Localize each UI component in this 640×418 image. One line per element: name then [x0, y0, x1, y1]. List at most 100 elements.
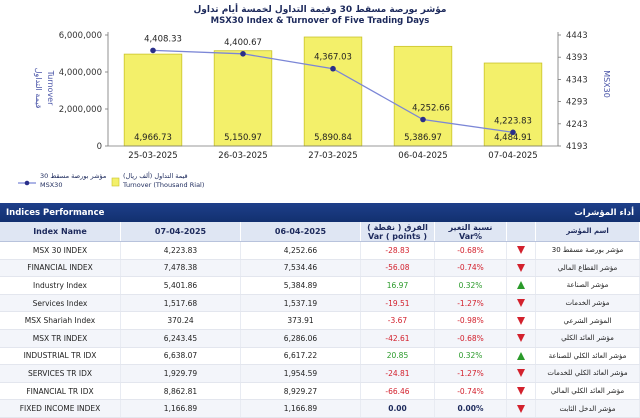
table-row: INDUSTRIAL TR IDX 6,638.07 6,617.22 20.85 0.…: [0, 347, 640, 366]
cell-index-name-ar: مؤشر بورصة مسقط 30: [536, 242, 640, 259]
x-tick-label: 06-04-2025: [398, 151, 447, 161]
cell-var-points: -19.51: [361, 294, 435, 312]
col-var-points: الفرق ( نقطة ) Var ( points ): [361, 222, 435, 241]
cell-var-pct: 0.00%: [435, 400, 507, 417]
cell-var-pct: -1.27%: [435, 294, 507, 312]
table-row: Industry Index 5,401.86 5,384.89 16.97 0.32%…: [0, 277, 640, 295]
line-value-label: 4,367.03: [314, 53, 352, 63]
arrow-up-icon: [517, 351, 525, 360]
line-point: [510, 129, 516, 136]
cell-index-name: Services Index: [0, 294, 121, 312]
cell-var-points: -24.81: [361, 365, 435, 382]
table-body: MSX 30 INDEX 4,223.83 4,252.66 -28.83 -0.68%…: [0, 242, 640, 418]
arrow-down-icon: [517, 404, 525, 413]
cell-var-pct: -0.74%: [435, 382, 507, 400]
col-var-points-ar: الفرق ( نقطة ): [367, 222, 428, 232]
cell-var-pct: 0.32%: [435, 277, 507, 294]
line-point: [420, 116, 426, 123]
cell-direction: [507, 382, 536, 400]
cell-index-name: Industry Index: [0, 277, 121, 294]
bar: [393, 45, 453, 147]
table-row: MSX Shariah Index 370.24 373.91 -3.67 -0.98%…: [0, 312, 640, 330]
cell-index-name: MSX Shariah Index: [0, 312, 121, 329]
legend-bar-swatch: [111, 177, 120, 187]
legend-line-label: MSX30: [40, 181, 62, 189]
y-right-tick-label: 4193: [566, 142, 588, 152]
cell-var-points: -28.83: [361, 242, 435, 259]
y-right-tick-label: 4393: [566, 53, 588, 63]
legend-bar-label-ar: قيمة التداول (ألف ريال): [123, 171, 188, 180]
table-row: FIXED INCOME INDEX 1,166.89 1,166.89 0.00 0.…: [0, 400, 640, 418]
legend-bar-label: Turnover (Thousand Rial): [122, 181, 204, 189]
line-value-label: 4,252.66: [412, 104, 450, 114]
cell-date-2: 4,252.66: [241, 242, 361, 259]
bar-value-label: 5,150.97: [224, 133, 262, 143]
cell-var-points: -3.67: [361, 312, 435, 329]
cell-direction: [507, 347, 536, 365]
axes-layer: 0 2,000,000 4,000,000 6,000,000 4193 4243 4293…: [59, 31, 588, 161]
chart-title: MSX30 Index & Turnover of Five Trading D…: [211, 16, 430, 26]
cell-date-1: 5,401.86: [121, 277, 241, 294]
y-left-tick-label: 2,000,000: [59, 105, 102, 115]
x-tick-label: 25-03-2025: [128, 151, 177, 161]
cell-index-name-ar: مؤشر الخدمات: [536, 294, 640, 312]
y-left-title-ar: قيمة التداول: [34, 68, 43, 109]
cell-direction: [507, 242, 536, 259]
cell-index-name: SERVICES TR IDX: [0, 365, 121, 382]
cell-var-points: 20.85: [361, 347, 435, 365]
cell-var-points: -56.08: [361, 259, 435, 277]
cell-var-pct: -0.74%: [435, 259, 507, 277]
cell-date-2: 6,286.06: [241, 329, 361, 347]
cell-date-1: 7,478.38: [121, 259, 241, 277]
cell-index-name: MSX 30 INDEX: [0, 242, 121, 259]
cell-date-2: 5,384.89: [241, 277, 361, 294]
y-right-title: MSX30: [602, 70, 611, 98]
cell-date-2: 373.91: [241, 312, 361, 329]
cell-index-name-ar: مؤشر العائد الكلي للخدمات: [536, 365, 640, 382]
cell-date-2: 8,929.27: [241, 382, 361, 400]
table-title: Indices Performance: [6, 207, 105, 218]
arrow-down-icon: [517, 263, 525, 272]
col-index-name-ar: اسم المؤشر: [536, 222, 640, 241]
cell-index-name-ar: مؤشر الصناعة: [536, 277, 640, 294]
y-right-tick-label: 4243: [566, 120, 588, 130]
cell-index-name: FINANCIAL INDEX: [0, 259, 121, 277]
arrow-down-icon: [517, 299, 525, 308]
col-var-pct-ar: نسبة التغير: [448, 222, 493, 232]
cell-date-2: 1,166.89: [241, 400, 361, 417]
bar-value-label: 4,966.73: [134, 133, 172, 143]
x-tick-label: 07-04-2025: [488, 151, 537, 161]
cell-date-2: 7,534.46: [241, 259, 361, 277]
cell-var-pct: -0.68%: [435, 242, 507, 259]
cell-index-name: MSX TR INDEX: [0, 329, 121, 347]
cell-date-1: 1,517.68: [121, 294, 241, 312]
cell-index-name-ar: مؤشر العائد الكلي للصناعة: [536, 347, 640, 365]
cell-direction: [507, 312, 536, 329]
cell-date-2: 1,954.59: [241, 365, 361, 382]
y-left-title: Turnover: [46, 70, 55, 107]
line-point: [330, 65, 336, 72]
col-var-points-en: Var ( points ): [367, 231, 427, 241]
bar: [213, 50, 273, 147]
cell-date-2: 1,537.19: [241, 294, 361, 312]
col-var-pct-en: Var%: [458, 231, 483, 241]
line-layer: 4,408.33 4,400.67 4,367.03 4,252.66 4,223.83: [144, 34, 532, 136]
cell-direction: [507, 294, 536, 312]
cell-index-name: FINANCIAL TR IDX: [0, 382, 121, 400]
cell-date-1: 8,862.81: [121, 382, 241, 400]
table-row: FINANCIAL INDEX 7,478.38 7,534.46 -56.08 -0.…: [0, 259, 640, 278]
cell-direction: [507, 259, 536, 277]
x-tick-label: 27-03-2025: [308, 151, 357, 161]
table-row: FINANCIAL TR IDX 8,862.81 8,929.27 -66.46 -0…: [0, 382, 640, 401]
cell-var-pct: -0.68%: [435, 329, 507, 347]
cell-index-name-ar: مؤشر الدخل الثابت: [536, 400, 640, 417]
line-value-label: 4,223.83: [494, 116, 532, 126]
cell-var-pct: 0.32%: [435, 347, 507, 365]
cell-date-1: 1,166.89: [121, 400, 241, 417]
table-title-ar: أداء المؤشرات: [574, 207, 634, 218]
cell-var-points: 0.00: [361, 400, 435, 417]
cell-direction: [507, 277, 536, 294]
cell-var-points: 16.97: [361, 277, 435, 294]
bar-value-label: 5,890.84: [314, 133, 352, 143]
legend-line-label-ar: مؤشر بورصة مسقط 30: [40, 172, 106, 180]
